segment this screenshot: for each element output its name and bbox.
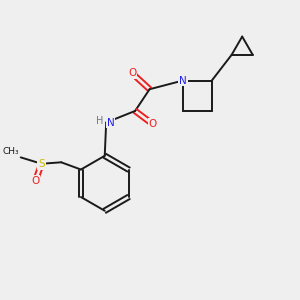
Text: CH₃: CH₃ (3, 147, 19, 156)
Text: N: N (106, 118, 114, 128)
Text: N: N (179, 76, 187, 85)
Text: S: S (38, 159, 45, 169)
Text: O: O (148, 119, 157, 129)
Text: O: O (31, 176, 39, 186)
Text: O: O (128, 68, 136, 78)
Text: H: H (96, 116, 103, 126)
